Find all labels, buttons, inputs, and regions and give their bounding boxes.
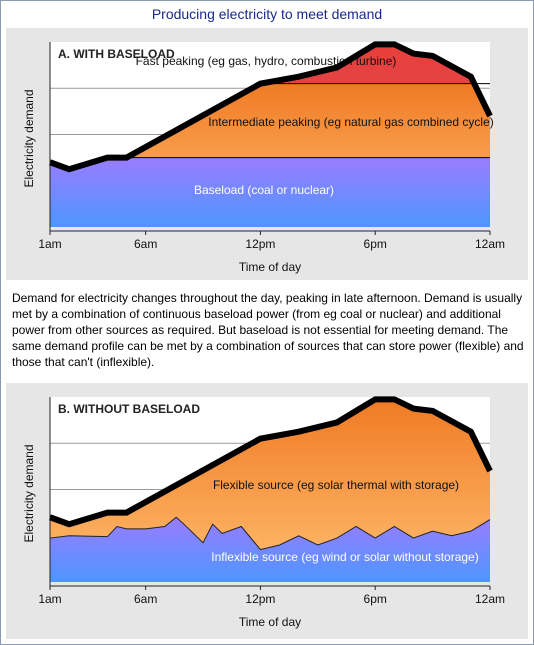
x-axis-label: Time of day xyxy=(239,615,301,629)
intermediate-peaking-label: Intermediate peaking (eg natural gas com… xyxy=(208,115,494,129)
description-text: Demand for electricity changes throughou… xyxy=(12,291,524,369)
x-tick-label: 6pm xyxy=(364,592,387,606)
y-axis-label: Electricity demand xyxy=(22,89,36,187)
chart-title: A. WITH BASELOAD xyxy=(58,47,175,61)
x-tick-label: 6am xyxy=(134,592,157,606)
x-tick-label: 12pm xyxy=(245,592,275,606)
x-tick-label: 12pm xyxy=(245,237,275,251)
chart-b: Flexible source (eg solar thermal with s… xyxy=(22,396,505,629)
chart-title: B. WITHOUT BASELOAD xyxy=(58,402,200,416)
x-tick-label: 6pm xyxy=(364,237,387,251)
demand-line xyxy=(48,41,493,173)
inflexible-source-area xyxy=(50,517,490,582)
flexible-source-label: Flexible source (eg solar thermal with s… xyxy=(213,478,459,492)
demand-line xyxy=(48,396,493,528)
baseload-label: Baseload (coal or nuclear) xyxy=(194,183,334,197)
x-tick-label: 12am xyxy=(475,237,505,251)
y-axis-label: Electricity demand xyxy=(22,444,36,542)
chart-panel-a: Fast peaking (eg gas, hydro, combustion … xyxy=(6,28,528,280)
x-tick-label: 1am xyxy=(38,592,61,606)
inflexible-source-line xyxy=(49,516,491,551)
chart-a: Fast peaking (eg gas, hydro, combustion … xyxy=(22,41,505,274)
baseload-area xyxy=(50,157,490,227)
x-axis-label: Time of day xyxy=(239,260,301,274)
fast-peaking-label: Fast peaking (eg gas, hydro, combustion … xyxy=(136,54,397,68)
x-tick-label: 6am xyxy=(134,237,157,251)
x-tick-label: 1am xyxy=(38,237,61,251)
chart-panel-b: Flexible source (eg solar thermal with s… xyxy=(6,383,528,639)
inflexible-source-label: Inflexible source (eg wind or solar with… xyxy=(211,550,478,564)
page-title: Producing electricity to meet demand xyxy=(151,6,383,22)
x-tick-label: 12am xyxy=(475,592,505,606)
